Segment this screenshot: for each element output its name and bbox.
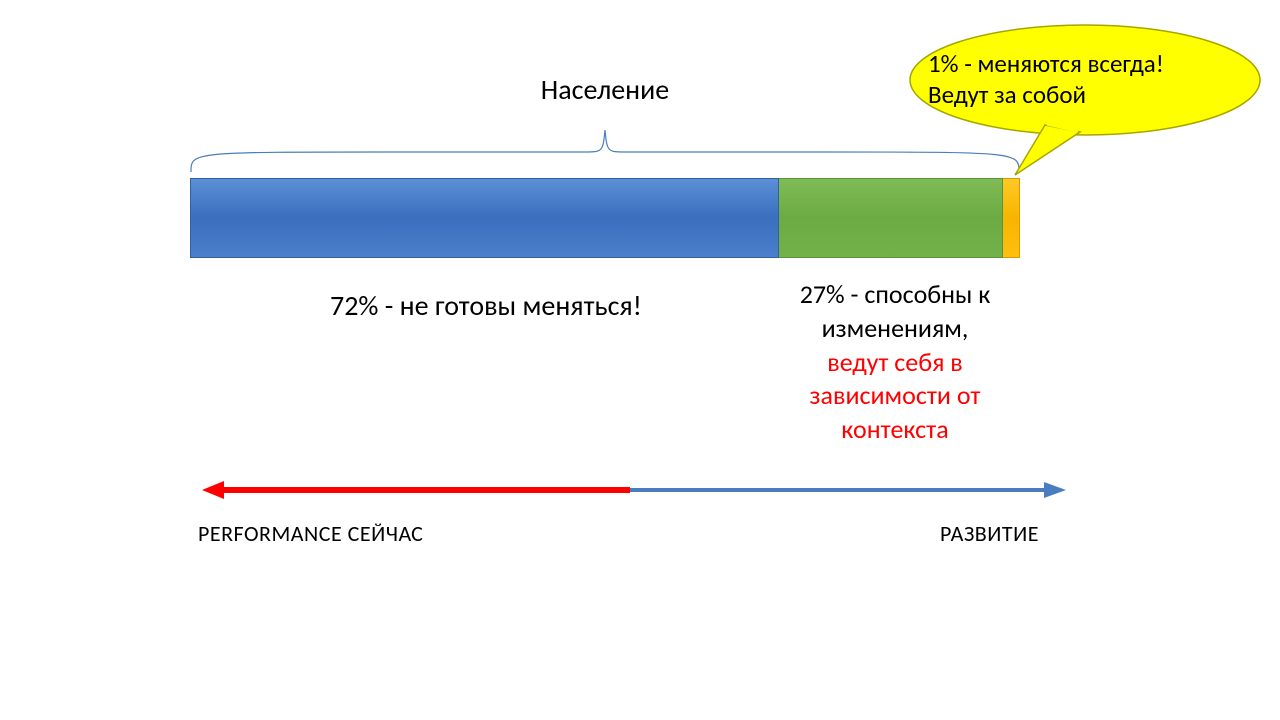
axis-arrow: [200, 475, 1070, 505]
curly-brace: [190, 118, 1020, 173]
callout-line2: Ведут за собой: [928, 79, 1086, 110]
segment-72-label: 72% - не готовы меняться!: [330, 288, 642, 323]
segment-27-line1: 27% - способны к изменениям,: [800, 278, 991, 344]
segment-27-line2: ведут себя в зависимости от контекста: [810, 346, 981, 446]
title-label: Население: [190, 72, 1020, 107]
axis-left-label: PERFORMANCE СЕЙЧАС: [198, 520, 423, 547]
segment-27-label: 27% - способны к изменениям, ведут себя …: [760, 278, 1030, 447]
segment-72: [190, 178, 779, 258]
segment-1: [1003, 178, 1020, 258]
axis-right-label: РАЗВИТИЕ: [940, 520, 1039, 547]
callout-line1: 1% - меняются всегда!: [928, 48, 1164, 79]
population-bar: [190, 178, 1020, 258]
callout-1pct: 1% - меняются всегда! Ведут за собой: [910, 30, 1260, 130]
segment-27: [779, 178, 1003, 258]
